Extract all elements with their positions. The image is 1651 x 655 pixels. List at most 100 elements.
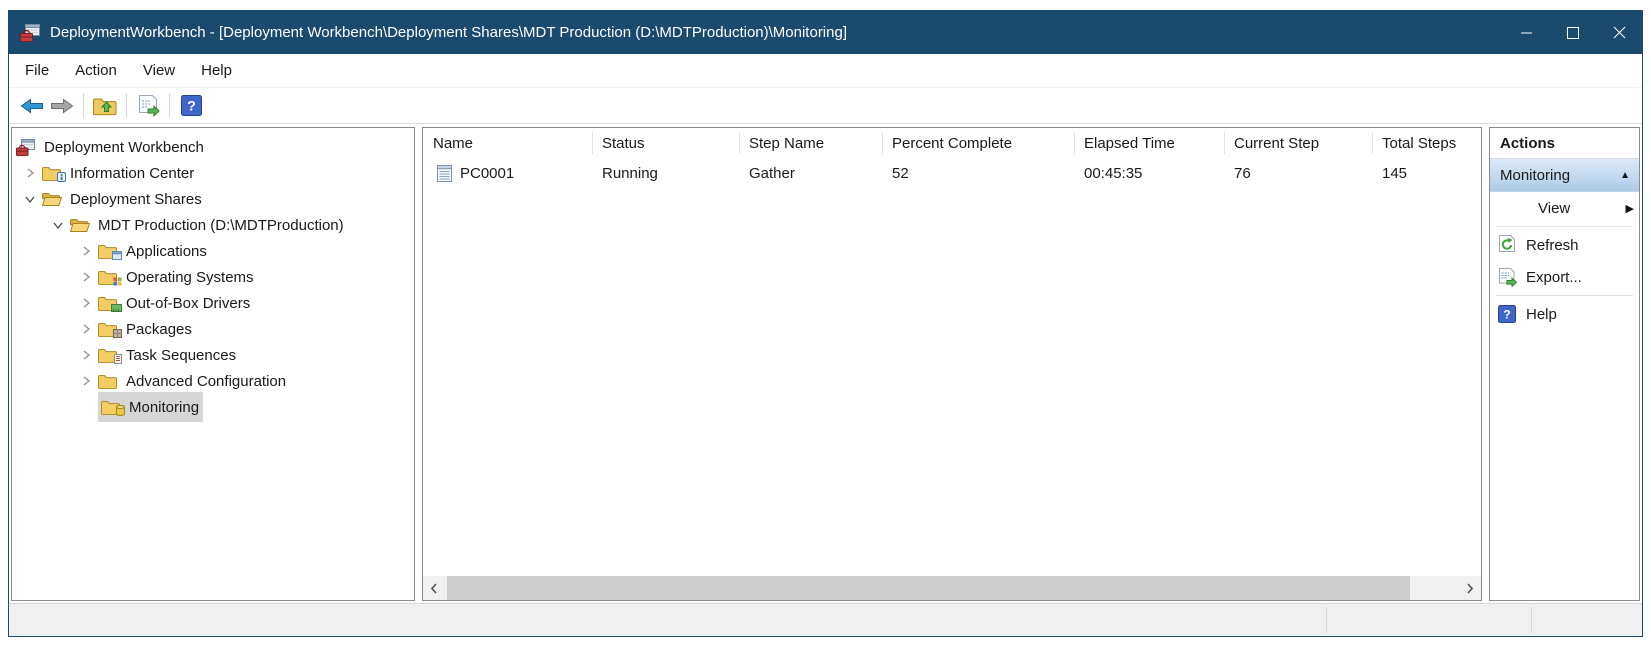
open-folder-icon	[42, 186, 64, 212]
tree-item-mdt-production[interactable]: MDT Production (D:\MDTProduction)	[12, 212, 414, 238]
menu-help[interactable]: Help	[201, 62, 232, 79]
mmc-app-icon	[20, 23, 40, 42]
operating-systems-folder-icon	[98, 264, 122, 290]
menu-file[interactable]: File	[25, 62, 50, 79]
toolbar-separator	[169, 93, 170, 118]
action-label: Help	[1526, 305, 1557, 323]
minimize-button[interactable]	[1504, 11, 1550, 54]
submenu-arrow-icon: ▶	[1625, 202, 1634, 215]
chevron-down-icon[interactable]	[46, 212, 70, 238]
forward-icon[interactable]	[47, 92, 77, 120]
svg-text:?: ?	[187, 98, 196, 114]
plain-folder-icon	[98, 368, 120, 394]
column-header-step-name[interactable]: Step Name	[739, 128, 882, 158]
action-export[interactable]: Export...	[1490, 261, 1639, 293]
computer-item-icon	[437, 164, 452, 182]
actions-separator	[1496, 295, 1633, 296]
toolbar-separator	[83, 93, 84, 118]
tree-item-applications[interactable]: Applications	[12, 238, 414, 264]
tree-item-packages[interactable]: Packages	[12, 316, 414, 342]
cell-total-steps: 145	[1382, 164, 1408, 182]
status-bar	[9, 603, 1642, 636]
workbench-icon	[16, 134, 38, 160]
column-header-total-steps[interactable]: Total Steps	[1372, 128, 1481, 158]
deployment-workbench-window: DeploymentWorkbench - [Deployment Workbe…	[8, 10, 1643, 637]
tree-item-label: Monitoring	[129, 398, 200, 416]
chevron-right-icon[interactable]	[74, 238, 98, 264]
toolbar: ?	[9, 88, 1642, 124]
help-icon[interactable]: ?	[176, 92, 206, 120]
cell-status: Running	[602, 164, 658, 182]
tree-item-task-sequences[interactable]: Task Sequences	[12, 342, 414, 368]
cell-elapsed-time: 00:45:35	[1084, 164, 1143, 182]
collapse-arrow-icon[interactable]: ▲	[1620, 169, 1630, 181]
chevron-down-icon[interactable]	[18, 186, 42, 212]
tree-item-label: Task Sequences	[126, 346, 237, 364]
maximize-button[interactable]	[1550, 11, 1596, 54]
chevron-right-icon[interactable]	[18, 160, 42, 186]
title-bar: DeploymentWorkbench - [Deployment Workbe…	[9, 11, 1642, 54]
cell-name: PC0001	[460, 164, 515, 182]
list-header: Name Status Step Name Percent Complete E…	[423, 128, 1481, 158]
console-tree-pane: Deployment Workbench Information C	[11, 127, 415, 601]
tree-item-information-center[interactable]: Information Center	[12, 160, 414, 186]
tree-item-label: Information Center	[70, 164, 195, 182]
tree-item-label: Out-of-Box Drivers	[126, 294, 251, 312]
toolbar-separator	[126, 93, 127, 118]
horizontal-scrollbar[interactable]	[423, 576, 1481, 600]
chevron-right-icon[interactable]	[74, 290, 98, 316]
actions-pane-title: Actions	[1490, 128, 1639, 159]
chevron-right-icon[interactable]	[74, 264, 98, 290]
column-header-status[interactable]: Status	[592, 128, 739, 158]
close-button[interactable]	[1596, 11, 1642, 54]
chevron-right-icon[interactable]	[74, 368, 98, 394]
tree-item-deployment-workbench[interactable]: Deployment Workbench	[12, 134, 414, 160]
tree-item-monitoring[interactable]: Monitoring	[12, 392, 414, 422]
tree-item-label: Operating Systems	[126, 268, 254, 286]
column-header-name[interactable]: Name	[433, 134, 474, 152]
scroll-left-icon[interactable]	[423, 576, 445, 600]
tree-item-label: Deployment Shares	[70, 190, 202, 208]
task-sequences-folder-icon	[98, 342, 122, 368]
action-label: Refresh	[1526, 236, 1579, 254]
applications-folder-icon	[98, 238, 122, 264]
export-list-icon	[1497, 267, 1517, 287]
drivers-folder-icon	[98, 290, 122, 316]
scrollbar-thumb[interactable]	[447, 576, 1410, 600]
menu-bar: File Action View Help	[9, 54, 1642, 88]
expander-placeholder	[74, 394, 98, 420]
tree-item-operating-systems[interactable]: Operating Systems	[12, 264, 414, 290]
svg-text:?: ?	[1503, 308, 1510, 322]
information-center-folder-icon	[42, 160, 66, 186]
up-one-level-icon[interactable]	[90, 92, 120, 120]
column-header-elapsed-time[interactable]: Elapsed Time	[1074, 128, 1224, 158]
scroll-right-icon[interactable]	[1459, 576, 1481, 600]
tree-item-deployment-shares[interactable]: Deployment Shares	[12, 186, 414, 212]
export-list-icon[interactable]	[133, 92, 163, 120]
actions-group-label: Monitoring	[1500, 166, 1571, 184]
menu-view[interactable]: View	[142, 62, 176, 79]
column-header-current-step[interactable]: Current Step	[1224, 128, 1372, 158]
menu-action[interactable]: Action	[75, 62, 117, 79]
tree-item-out-of-box-drivers[interactable]: Out-of-Box Drivers	[12, 290, 414, 316]
actions-group-monitoring[interactable]: Monitoring ▲	[1490, 159, 1639, 192]
tree-item-label: Deployment Workbench	[44, 138, 204, 156]
tree-item-label: Packages	[126, 320, 192, 338]
chevron-right-icon[interactable]	[74, 316, 98, 342]
monitor-row-pc0001[interactable]: PC0001 Running Gather 52 00:45:35 76 145	[423, 158, 1481, 188]
monitoring-folder-icon	[101, 394, 125, 420]
chevron-right-icon[interactable]	[74, 342, 98, 368]
actions-pane: Actions Monitoring ▲ View ▶ Refresh	[1489, 127, 1640, 601]
results-list-pane: Name Status Step Name Percent Complete E…	[422, 127, 1482, 601]
cell-current-step: 76	[1234, 164, 1251, 182]
action-refresh[interactable]: Refresh	[1490, 229, 1639, 261]
action-view[interactable]: View ▶	[1490, 192, 1639, 224]
tree-item-advanced-configuration[interactable]: Advanced Configuration	[12, 368, 414, 394]
cell-percent-complete: 52	[892, 164, 909, 182]
packages-folder-icon	[98, 316, 122, 342]
help-icon: ?	[1497, 304, 1517, 324]
action-help[interactable]: ? Help	[1490, 298, 1639, 330]
column-header-percent-complete[interactable]: Percent Complete	[882, 128, 1074, 158]
back-icon[interactable]	[17, 92, 47, 120]
window-title: DeploymentWorkbench - [Deployment Workbe…	[50, 24, 847, 41]
